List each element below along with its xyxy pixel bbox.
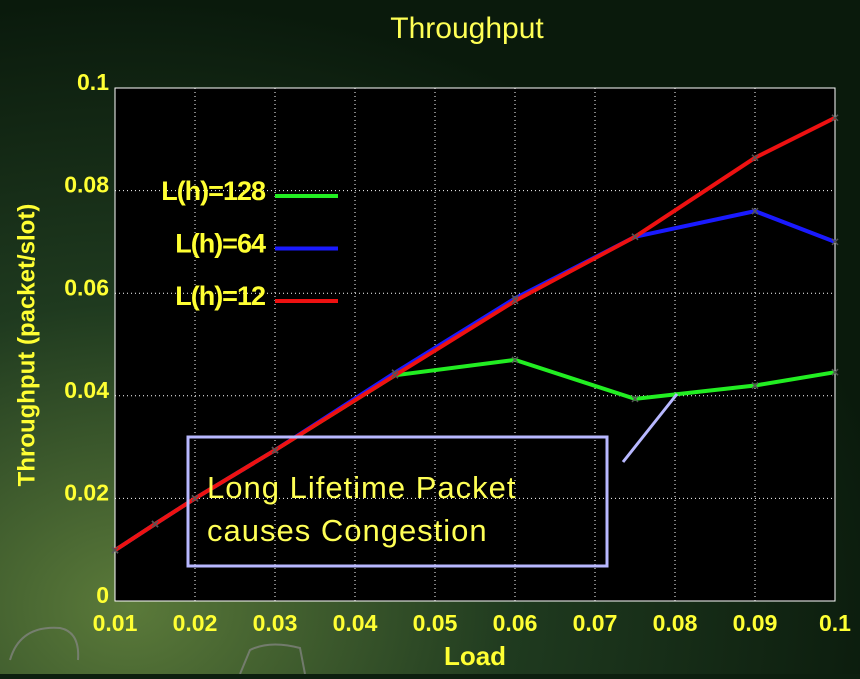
x-tick-label: 0.1 [819, 610, 851, 636]
legend-label: L(h)=128 [161, 176, 266, 206]
x-tick-label: 0.04 [333, 610, 378, 636]
y-tick-label: 0 [96, 582, 109, 608]
annotation: Long Lifetime Packet [207, 470, 517, 505]
x-tick-label: 0.02 [173, 610, 218, 636]
x-tick-label: 0.01 [93, 610, 138, 636]
chart: Throughput Throughput (packet/slot) Load… [0, 0, 860, 674]
y-tick-label: 0.02 [64, 479, 109, 505]
y-tick-label: 0.1 [77, 69, 109, 95]
legend-label: L(h)=64 [175, 229, 266, 259]
annotation: causes Congestion [207, 513, 488, 548]
y-tick-label: 0.08 [64, 172, 109, 198]
x-tick-label: 0.05 [413, 610, 458, 636]
x-tick-label: 0.09 [733, 610, 778, 636]
chart-title: Throughput [390, 12, 544, 45]
x-tick-label: 0.06 [493, 610, 538, 636]
x-tick-label: 0.07 [573, 610, 618, 636]
page: {"chart_data": {"type": "line", "title":… [0, 0, 860, 674]
y-axis-label: Throughput (packet/slot) [13, 204, 40, 487]
legend-label: L(h)=12 [175, 281, 265, 311]
x-tick-label: 0.08 [653, 610, 698, 636]
y-tick-label: 0.06 [64, 274, 109, 300]
x-tick-label: 0.03 [253, 610, 298, 636]
x-axis-label: Load [444, 641, 506, 671]
y-tick-label: 0.04 [64, 377, 109, 403]
